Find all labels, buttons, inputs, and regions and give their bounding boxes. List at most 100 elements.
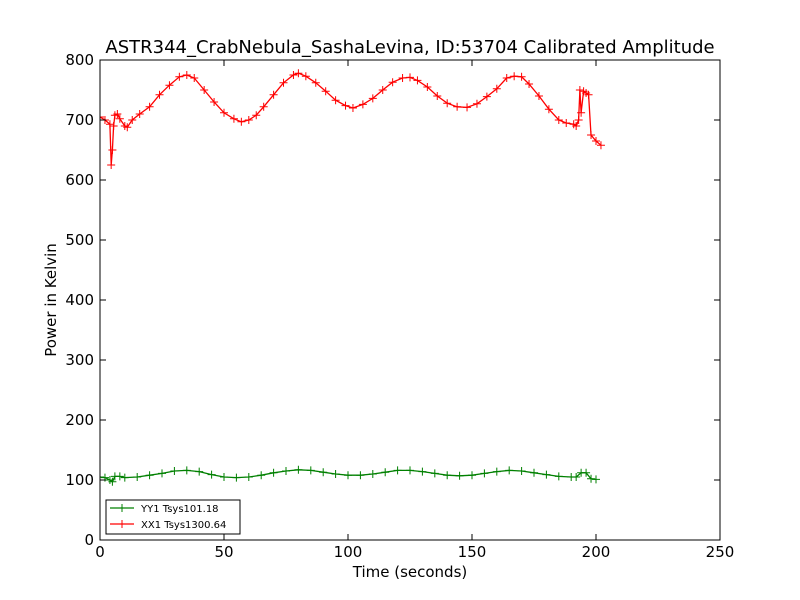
data-point [109, 122, 118, 130]
y-axis-label: Power in Kelvin [42, 243, 60, 357]
data-point [259, 102, 268, 111]
data-point [331, 470, 340, 478]
x-axis-ticks: 0 50 100 150 200 250 [95, 60, 734, 561]
data-point [200, 86, 209, 94]
data-point [321, 87, 330, 96]
data-point [341, 101, 350, 110]
data-point [433, 92, 442, 100]
data-point [207, 470, 216, 479]
data-point [348, 104, 357, 112]
data-point [190, 74, 199, 82]
data-point [368, 470, 377, 478]
data-point [229, 114, 238, 123]
data-point [530, 468, 538, 477]
data-point [480, 469, 489, 478]
data-point [108, 477, 117, 486]
data-point [244, 473, 253, 481]
data-point [244, 116, 253, 124]
data-point [145, 102, 154, 111]
data-point [252, 111, 261, 120]
data-point [423, 83, 432, 91]
data-point [165, 81, 174, 90]
data-point [596, 141, 605, 150]
y-tick-label: 600 [65, 171, 94, 189]
data-point [443, 99, 452, 108]
data-point [554, 472, 563, 481]
data-point [282, 467, 290, 475]
data-point [453, 102, 462, 111]
data-point [105, 120, 114, 129]
data-point [358, 100, 367, 109]
data-point [482, 92, 491, 101]
data-point [344, 471, 352, 480]
data-point [368, 94, 377, 103]
y-tick-label: 200 [65, 411, 94, 429]
data-point [356, 471, 365, 480]
data-point [220, 473, 228, 481]
x-tick-label: 100 [334, 543, 363, 561]
y-tick-label: 500 [65, 231, 94, 249]
data-point [279, 78, 288, 87]
data-point [294, 69, 303, 78]
data-point [492, 84, 501, 93]
data-point [269, 90, 278, 99]
x-tick-label: 200 [582, 543, 611, 561]
data-point [311, 78, 320, 87]
data-point [443, 471, 452, 480]
y-tick-label: 800 [65, 51, 94, 69]
data-point [430, 469, 439, 478]
x-tick-label: 150 [458, 543, 487, 561]
data-point [455, 471, 464, 480]
chart-title: ASTR344_CrabNebula_SashaLevina, ID:53704… [105, 37, 714, 58]
data-point [554, 116, 563, 124]
data-point [182, 71, 191, 79]
data-point [406, 466, 414, 475]
data-point [128, 116, 137, 124]
data-point [378, 86, 387, 94]
data-point [525, 80, 534, 88]
data-point [584, 90, 593, 99]
data-point [468, 471, 476, 480]
data-point [587, 131, 596, 139]
data-point [133, 473, 142, 481]
data-point [301, 72, 310, 81]
data-point [175, 72, 184, 81]
data-point [155, 90, 164, 99]
y-tick-label: 400 [65, 291, 94, 309]
data-point [575, 86, 584, 94]
data-point [572, 473, 581, 481]
data-point [115, 472, 124, 481]
data-point [232, 473, 241, 482]
data-point [544, 105, 553, 114]
legend-marker [118, 520, 126, 528]
data-point [574, 116, 583, 124]
data-point [577, 108, 586, 117]
data-point [517, 72, 526, 81]
data-point [587, 474, 596, 483]
data-point [534, 92, 543, 100]
data-point [289, 71, 298, 79]
data-point [398, 74, 407, 82]
data-point [135, 110, 144, 118]
data-point [381, 468, 390, 477]
series-1 [100, 69, 605, 169]
legend-entry: XX1 Tsys1300.64 [110, 520, 226, 531]
data-point [319, 468, 328, 477]
data-point [592, 137, 600, 145]
data-point [592, 475, 600, 484]
legend-label: YY1 Tsys101.18 [140, 504, 219, 515]
data-point [502, 74, 511, 82]
data-point [269, 468, 278, 477]
data-point [463, 103, 472, 112]
data-point [220, 108, 228, 117]
y-axis-ticks: 0 100 200 300 400 500 600 700 800 [65, 51, 720, 549]
legend: YY1 Tsys101.18 XX1 Tsys1300.64 [105, 499, 241, 535]
data-point [100, 113, 104, 121]
data-point [257, 471, 266, 480]
data-point [562, 119, 571, 127]
legend-marker [118, 504, 126, 512]
data-point [393, 466, 402, 475]
x-tick-label: 250 [706, 543, 735, 561]
data-point [107, 161, 116, 169]
